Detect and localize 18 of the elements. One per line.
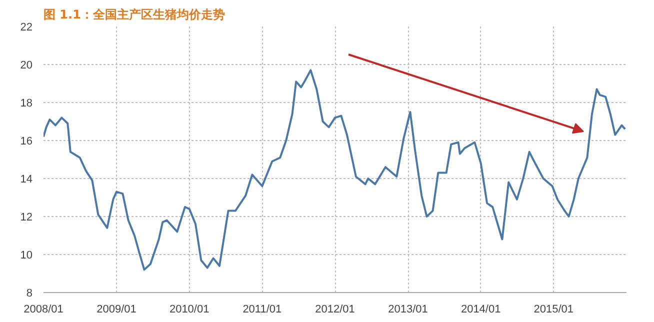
y-tick-label: 10 — [20, 250, 33, 262]
y-tick-label: 18 — [20, 98, 33, 110]
x-tick-label: 2008/01 — [24, 304, 64, 316]
x-tick-label: 2015/01 — [534, 304, 574, 316]
chart-title: 图 1.1：全国主产区生猪均价走势 — [44, 8, 225, 22]
y-tick-label: 16 — [20, 136, 33, 148]
x-tick-label: 2010/01 — [169, 304, 210, 316]
line-series — [44, 69, 626, 271]
y-tick-label: 8 — [26, 288, 33, 300]
y-tick-label: 20 — [20, 60, 33, 72]
x-tick-label: 2011/01 — [242, 304, 282, 316]
x-tick-label: 2013/01 — [388, 304, 428, 316]
x-tick-label: 2012/01 — [315, 304, 355, 316]
y-tick-label: 12 — [20, 212, 33, 224]
y-tick-label: 14 — [20, 174, 33, 186]
x-tick-label: 2014/01 — [460, 304, 501, 316]
x-tick-label: 2009/01 — [96, 304, 136, 316]
y-tick-label: 22 — [20, 22, 33, 34]
